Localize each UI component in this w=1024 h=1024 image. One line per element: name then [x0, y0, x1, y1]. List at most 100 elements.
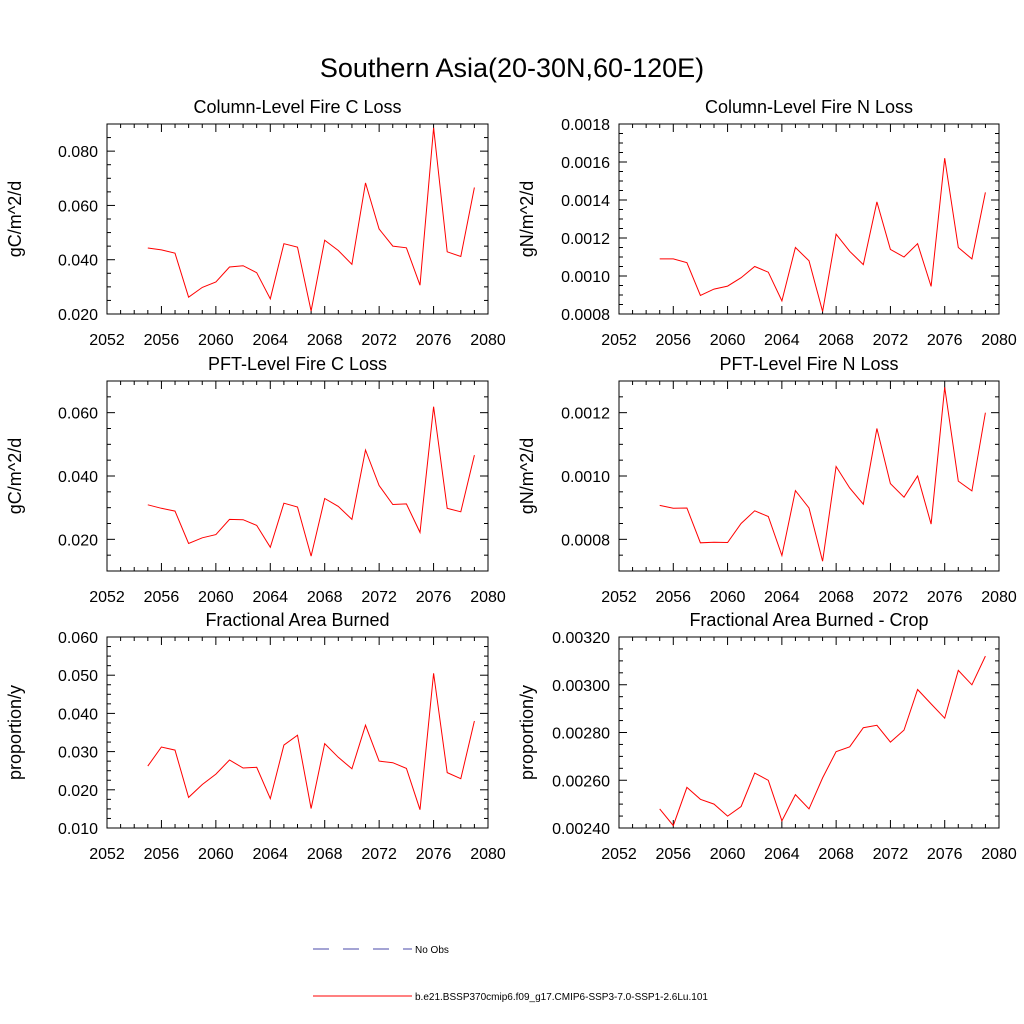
chart-title: Column-Level Fire C Loss [193, 97, 401, 117]
x-tick-label: 2056 [144, 332, 180, 349]
y-tick-label: 0.030 [58, 745, 98, 762]
x-tick-label: 2052 [89, 332, 125, 349]
chart-column-level-fire-c-loss: 2052 2056 2060 2064 2068 2072 2076 2080 0.020 0.0… [5, 97, 506, 349]
x-tick-label: 2068 [307, 846, 343, 863]
x-tick-label: 2060 [198, 332, 234, 349]
legend-label-no-obs: No Obs [415, 945, 449, 956]
y-tick-label: 0.00300 [552, 678, 610, 695]
y-tick-label: 0.00280 [552, 726, 610, 743]
x-tick-label: 2056 [655, 332, 691, 349]
y-axis-label: gC/m^2/d [5, 438, 25, 514]
y-tick-label: 0.040 [58, 469, 98, 486]
x-tick-label: 2076 [927, 332, 963, 349]
chart-pft-level-fire-n-loss: 2052 2056 2060 2064 2068 2072 2076 2080 0.0008 0.… [517, 354, 1017, 606]
series-line [147, 406, 475, 557]
x-tick-label: 2064 [764, 589, 800, 606]
y-tick-label: 0.0016 [561, 155, 610, 172]
x-tick-label: 2064 [764, 846, 800, 863]
x-tick-label: 2056 [655, 589, 691, 606]
series-line [659, 158, 986, 312]
x-tick-label: 2060 [710, 332, 746, 349]
x-tick-label: 2064 [252, 846, 288, 863]
x-tick-label: 2076 [416, 589, 452, 606]
y-tick-label: 0.0018 [561, 117, 610, 134]
legend-label-model: b.e21.BSSP370cmip6.f09_g17.CMIP6-SSP3-7.… [415, 992, 708, 1003]
x-tick-label: 2068 [818, 332, 854, 349]
x-tick-label: 2076 [927, 846, 963, 863]
y-tick-label: 0.0012 [561, 231, 610, 248]
x-tick-label: 2072 [873, 332, 909, 349]
x-tick-label: 2056 [655, 846, 691, 863]
chart-pft-level-fire-c-loss: 2052 2056 2060 2064 2068 2072 2076 2080 0.020 0.0… [5, 354, 506, 606]
y-tick-label: 0.0010 [561, 269, 610, 286]
x-tick-label: 2056 [144, 589, 180, 606]
y-tick-label: 0.00320 [552, 630, 610, 647]
series-line [147, 673, 475, 810]
y-tick-label: 0.020 [58, 783, 98, 800]
x-tick-label: 2072 [361, 589, 397, 606]
y-axis-label: proportion/y [517, 685, 537, 780]
y-axis-label: gN/m^2/d [517, 438, 537, 514]
x-tick-label: 2080 [470, 846, 506, 863]
x-tick-label: 2072 [873, 589, 909, 606]
chart-fractional-area-burned: 2052 2056 2060 2064 2068 2072 2076 2080 0.010 0.0… [5, 610, 506, 863]
y-tick-label: 0.060 [58, 630, 98, 647]
y-tick-label: 0.020 [58, 532, 98, 549]
y-tick-label: 0.060 [58, 198, 98, 215]
y-axis-label: proportion/y [5, 685, 25, 780]
y-tick-label: 0.020 [58, 307, 98, 324]
chart-fractional-area-burned-crop: 2052 2056 2060 2064 2068 2072 2076 2080 0.00240 0… [517, 610, 1017, 863]
panels: 2052 2056 2060 2064 2068 2072 2076 2080 0.020 0.0… [5, 97, 1017, 863]
y-tick-label: 0.00260 [552, 773, 610, 790]
y-tick-label: 0.00240 [552, 821, 610, 838]
x-tick-label: 2052 [601, 846, 637, 863]
x-tick-label: 2080 [981, 846, 1017, 863]
x-tick-label: 2064 [764, 332, 800, 349]
x-tick-label: 2052 [89, 589, 125, 606]
y-tick-label: 0.0012 [561, 406, 610, 423]
x-tick-label: 2068 [818, 589, 854, 606]
y-tick-label: 0.0010 [561, 469, 610, 486]
x-tick-label: 2076 [927, 589, 963, 606]
x-tick-label: 2080 [981, 589, 1017, 606]
series-line [147, 127, 475, 312]
x-tick-label: 2080 [470, 332, 506, 349]
x-tick-label: 2064 [252, 332, 288, 349]
series-line [659, 655, 986, 827]
y-axis-label: gC/m^2/d [5, 181, 25, 257]
x-tick-label: 2052 [601, 332, 637, 349]
y-axis-label: gN/m^2/d [517, 181, 537, 257]
x-tick-label: 2052 [89, 846, 125, 863]
x-tick-label: 2060 [710, 846, 746, 863]
y-tick-label: 0.050 [58, 668, 98, 685]
x-tick-label: 2068 [307, 332, 343, 349]
legend: No Obs b.e21.BSSP370cmip6.f09_g17.CMIP6-… [313, 945, 708, 1003]
x-tick-label: 2068 [307, 589, 343, 606]
x-tick-label: 2068 [818, 846, 854, 863]
chart-column-level-fire-n-loss: 2052 2056 2060 2064 2068 2072 2076 2080 0.0008 0.… [517, 97, 1017, 349]
y-tick-label: 0.040 [58, 253, 98, 270]
plot-frame [618, 123, 1000, 315]
series-line [659, 387, 986, 562]
chart-title: PFT-Level Fire C Loss [208, 354, 387, 374]
chart-title: PFT-Level Fire N Loss [719, 354, 898, 374]
plot-frame [618, 636, 1000, 829]
plot-frame [106, 636, 489, 829]
x-tick-label: 2060 [198, 846, 234, 863]
x-tick-label: 2056 [144, 846, 180, 863]
y-tick-label: 0.0014 [561, 193, 610, 210]
chart-title: Fractional Area Burned [205, 610, 389, 630]
figure-title: Southern Asia(20-30N,60-120E) [320, 53, 704, 83]
x-tick-label: 2060 [710, 589, 746, 606]
chart-title: Column-Level Fire N Loss [705, 97, 913, 117]
y-tick-label: 0.0008 [561, 532, 610, 549]
x-tick-label: 2064 [252, 589, 288, 606]
x-tick-label: 2052 [601, 589, 637, 606]
x-tick-label: 2080 [981, 332, 1017, 349]
chart-title: Fractional Area Burned - Crop [689, 610, 928, 630]
plot-frame [106, 380, 489, 572]
y-tick-label: 0.060 [58, 406, 98, 423]
x-tick-label: 2072 [873, 846, 909, 863]
x-tick-label: 2072 [361, 332, 397, 349]
